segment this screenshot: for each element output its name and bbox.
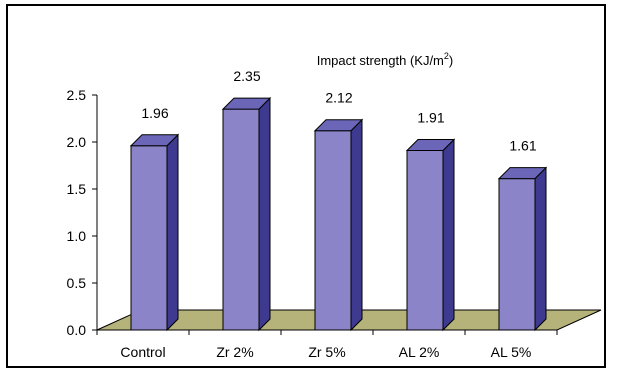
bar-front — [314, 130, 352, 331]
bar — [129, 133, 180, 332]
bar-front — [130, 145, 168, 331]
y-tick-label: 0.5 — [67, 275, 87, 291]
chart-labels: 1.96 Control 2.35 Zr 2% 2.12 Zr 5% 1.91 AL 2% 1.… — [120, 68, 536, 360]
data-label: 1.91 — [417, 109, 444, 125]
y-tick-label: 1.0 — [67, 228, 87, 244]
bar — [405, 138, 456, 332]
y-tick-label: 2.0 — [67, 134, 87, 150]
bar-top — [405, 138, 456, 151]
bar — [313, 118, 364, 332]
data-label: 1.61 — [509, 138, 536, 154]
y-tick-label: 2.5 — [67, 87, 87, 103]
bar-side — [534, 166, 547, 332]
chart-title-close: ) — [449, 53, 453, 68]
chart-title-superscript: 2 — [444, 51, 449, 61]
bar-top — [129, 134, 180, 147]
bar-front — [222, 108, 260, 331]
x-tick-label: Control — [120, 344, 165, 360]
data-label: 1.96 — [141, 105, 168, 121]
x-tick-label: AL 2% — [399, 344, 440, 360]
chart-axes: 0.0 0.5 1.0 1.5 2.0 2.5 — [67, 87, 558, 338]
bar-side — [442, 138, 455, 332]
chart-title: Impact strength (KJ/m2) — [317, 51, 454, 68]
x-tick-label: Zr 5% — [308, 344, 345, 360]
x-tick-label: Zr 2% — [216, 344, 253, 360]
data-label: 2.35 — [233, 68, 260, 84]
chart-title-main: Impact strength (KJ/m — [317, 53, 444, 68]
bar-top — [497, 167, 548, 180]
y-tick-label: 0.0 — [67, 322, 87, 338]
bar — [221, 96, 272, 332]
bar-top — [313, 119, 364, 132]
bar-front — [406, 149, 444, 331]
chart-bars — [129, 96, 548, 332]
bar-top — [221, 97, 272, 110]
bar-front — [498, 178, 536, 331]
y-tick-label: 1.5 — [67, 181, 87, 197]
bar — [497, 166, 548, 332]
bar-side — [350, 118, 363, 332]
bar-side — [166, 133, 179, 332]
x-tick-label: AL 5% — [491, 344, 532, 360]
bar-side — [258, 96, 271, 332]
data-label: 2.12 — [325, 90, 352, 106]
